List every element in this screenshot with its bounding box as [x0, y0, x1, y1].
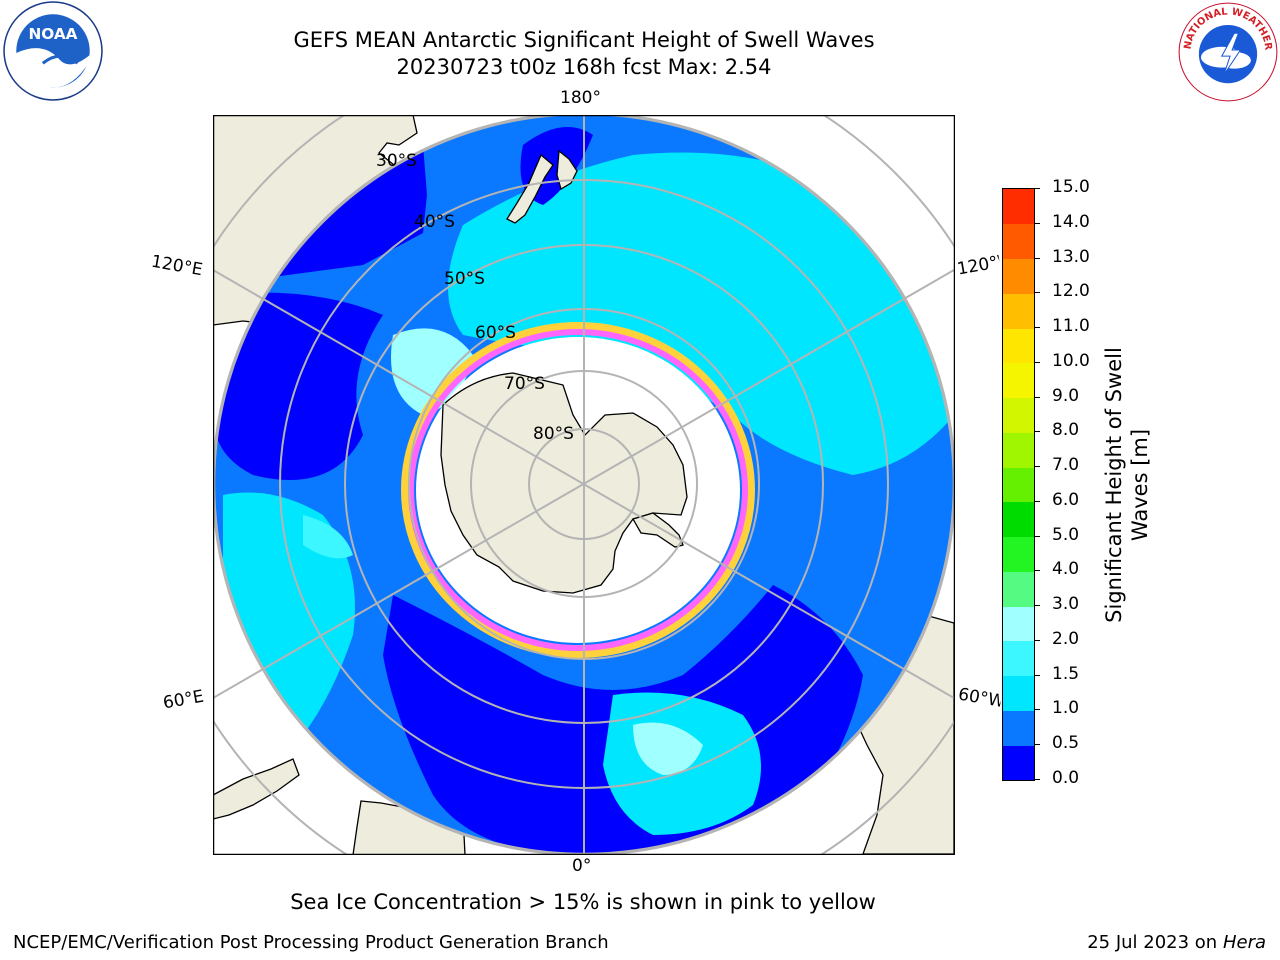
colorbar-tick — [1034, 327, 1040, 329]
colorbar-tick-label: 1.0 — [1052, 698, 1080, 719]
footer-date: 25 Jul 2023 on Hera — [1087, 932, 1266, 953]
swell-teal-west — [303, 515, 353, 559]
land-antarctica — [440, 372, 688, 594]
colorbar-tick — [1034, 779, 1040, 780]
colorbar-tick — [1034, 466, 1040, 468]
polar-map — [213, 115, 955, 855]
colorbar-tick-label: 10.0 — [1052, 350, 1090, 371]
colorbar-segment — [1003, 640, 1034, 677]
colorbar-tick-label: 15.0 — [1052, 177, 1090, 197]
colorbar-tick — [1034, 257, 1040, 259]
footer-branch: NCEP/EMC/Verification Post Processing Pr… — [13, 932, 609, 953]
colorbar-segment — [1003, 501, 1034, 538]
colorbar-segment — [1003, 536, 1034, 572]
colorbar-segment — [1003, 675, 1034, 711]
lon-label-upper-right: 120°W — [955, 252, 1002, 280]
colorbar-tick-label: 5.0 — [1052, 524, 1080, 545]
colorbar-segment — [1003, 432, 1034, 468]
swell-light-cyan-atlantic — [633, 722, 703, 775]
colorbar-tick — [1034, 605, 1040, 607]
land-antarctic-peninsula — [632, 512, 684, 548]
swell-cyan-pacific — [448, 152, 954, 475]
colorbar-tick — [1034, 361, 1040, 363]
colorbar-segment — [1003, 467, 1034, 503]
colorbar-tick-label: 2.0 — [1052, 628, 1080, 649]
footer-date-text: 25 Jul 2023 on — [1087, 932, 1223, 953]
colorbar-tick-label: 6.0 — [1052, 489, 1080, 510]
lon-label-top: 180° — [560, 88, 601, 108]
colorbar — [1002, 188, 1035, 781]
colorbar-tick-label: 4.0 — [1052, 559, 1080, 580]
swell-deep-blue-indian — [214, 292, 383, 480]
colorbar-tick — [1034, 431, 1040, 433]
colorbar-segment — [1003, 223, 1034, 259]
nws-logo: NATIONAL WEATHER SERVICE — [1176, 0, 1278, 102]
sea-ice-note: Sea Ice Concentration > 15% is shown in … — [290, 890, 876, 914]
colorbar-segment — [1003, 328, 1034, 364]
colorbar-tick-label: 14.0 — [1052, 211, 1090, 232]
colorbar-segment — [1003, 571, 1034, 607]
colorbar-segment — [1003, 710, 1034, 746]
colorbar-tick-label: 3.0 — [1052, 594, 1080, 615]
graticule — [213, 115, 954, 854]
colorbar-segment — [1003, 258, 1034, 294]
svg-text:NOAA: NOAA — [28, 25, 77, 43]
colorbar-segment — [1003, 362, 1034, 399]
land-africa-south — [213, 758, 300, 820]
map-title: GEFS MEAN Antarctic Significant Height o… — [293, 28, 875, 52]
map-frame — [213, 115, 955, 855]
colorbar-tick — [1034, 292, 1040, 294]
colorbar-tick — [1034, 500, 1040, 502]
colorbar-tick-label: 12.0 — [1052, 281, 1090, 302]
colorbar-tick — [1034, 188, 1040, 189]
colorbar-tick-label: 13.0 — [1052, 246, 1090, 267]
lon-label-bottom: 0° — [572, 856, 592, 876]
colorbar-tick-label: 11.0 — [1052, 316, 1090, 337]
lat-label-80s: 80°S — [533, 424, 574, 444]
colorbar-segment — [1003, 397, 1034, 433]
colorbar-segment — [1003, 189, 1034, 225]
colorbar-tick-label: 9.0 — [1052, 385, 1080, 406]
lat-label-40s: 40°S — [414, 212, 455, 232]
lon-label-lower-left: 60°E — [161, 686, 206, 714]
lon-label-lower-right: 60°W — [956, 684, 1003, 712]
lat-label-50s: 50°S — [444, 269, 485, 289]
lat-label-60s: 60°S — [475, 323, 516, 343]
colorbar-tick — [1034, 222, 1040, 224]
colorbar-tick-label: 1.5 — [1052, 663, 1080, 684]
noaa-logo: NOAA — [3, 1, 103, 101]
colorbar-segment — [1003, 293, 1034, 329]
map-subtitle: 20230723 t00z 168h fcst Max: 2.54 — [396, 55, 772, 79]
colorbar-tick-label: 8.0 — [1052, 420, 1080, 441]
lon-label-upper-left: 120°E — [149, 251, 205, 281]
colorbar-tick — [1034, 396, 1040, 398]
colorbar-tick — [1034, 639, 1040, 641]
land-new-zealand — [506, 149, 578, 224]
colorbar-tick — [1034, 709, 1040, 711]
colorbar-tick — [1034, 744, 1040, 746]
colorbar-tick-label: 7.0 — [1052, 455, 1080, 476]
footer-host: Hera — [1222, 932, 1266, 953]
lat-label-30s: 30°S — [376, 151, 417, 171]
colorbar-segment — [1003, 745, 1034, 781]
colorbar-segment — [1003, 606, 1034, 642]
colorbar-tick — [1034, 535, 1040, 537]
lat-label-70s: 70°S — [504, 374, 545, 394]
colorbar-tick — [1034, 570, 1040, 572]
colorbar-tick-label: 0.5 — [1052, 733, 1080, 754]
colorbar-label: Significant Height of Swell Waves [m] — [1102, 347, 1152, 623]
colorbar-tick-label: 0.0 — [1052, 768, 1080, 788]
colorbar-tick — [1034, 674, 1040, 676]
